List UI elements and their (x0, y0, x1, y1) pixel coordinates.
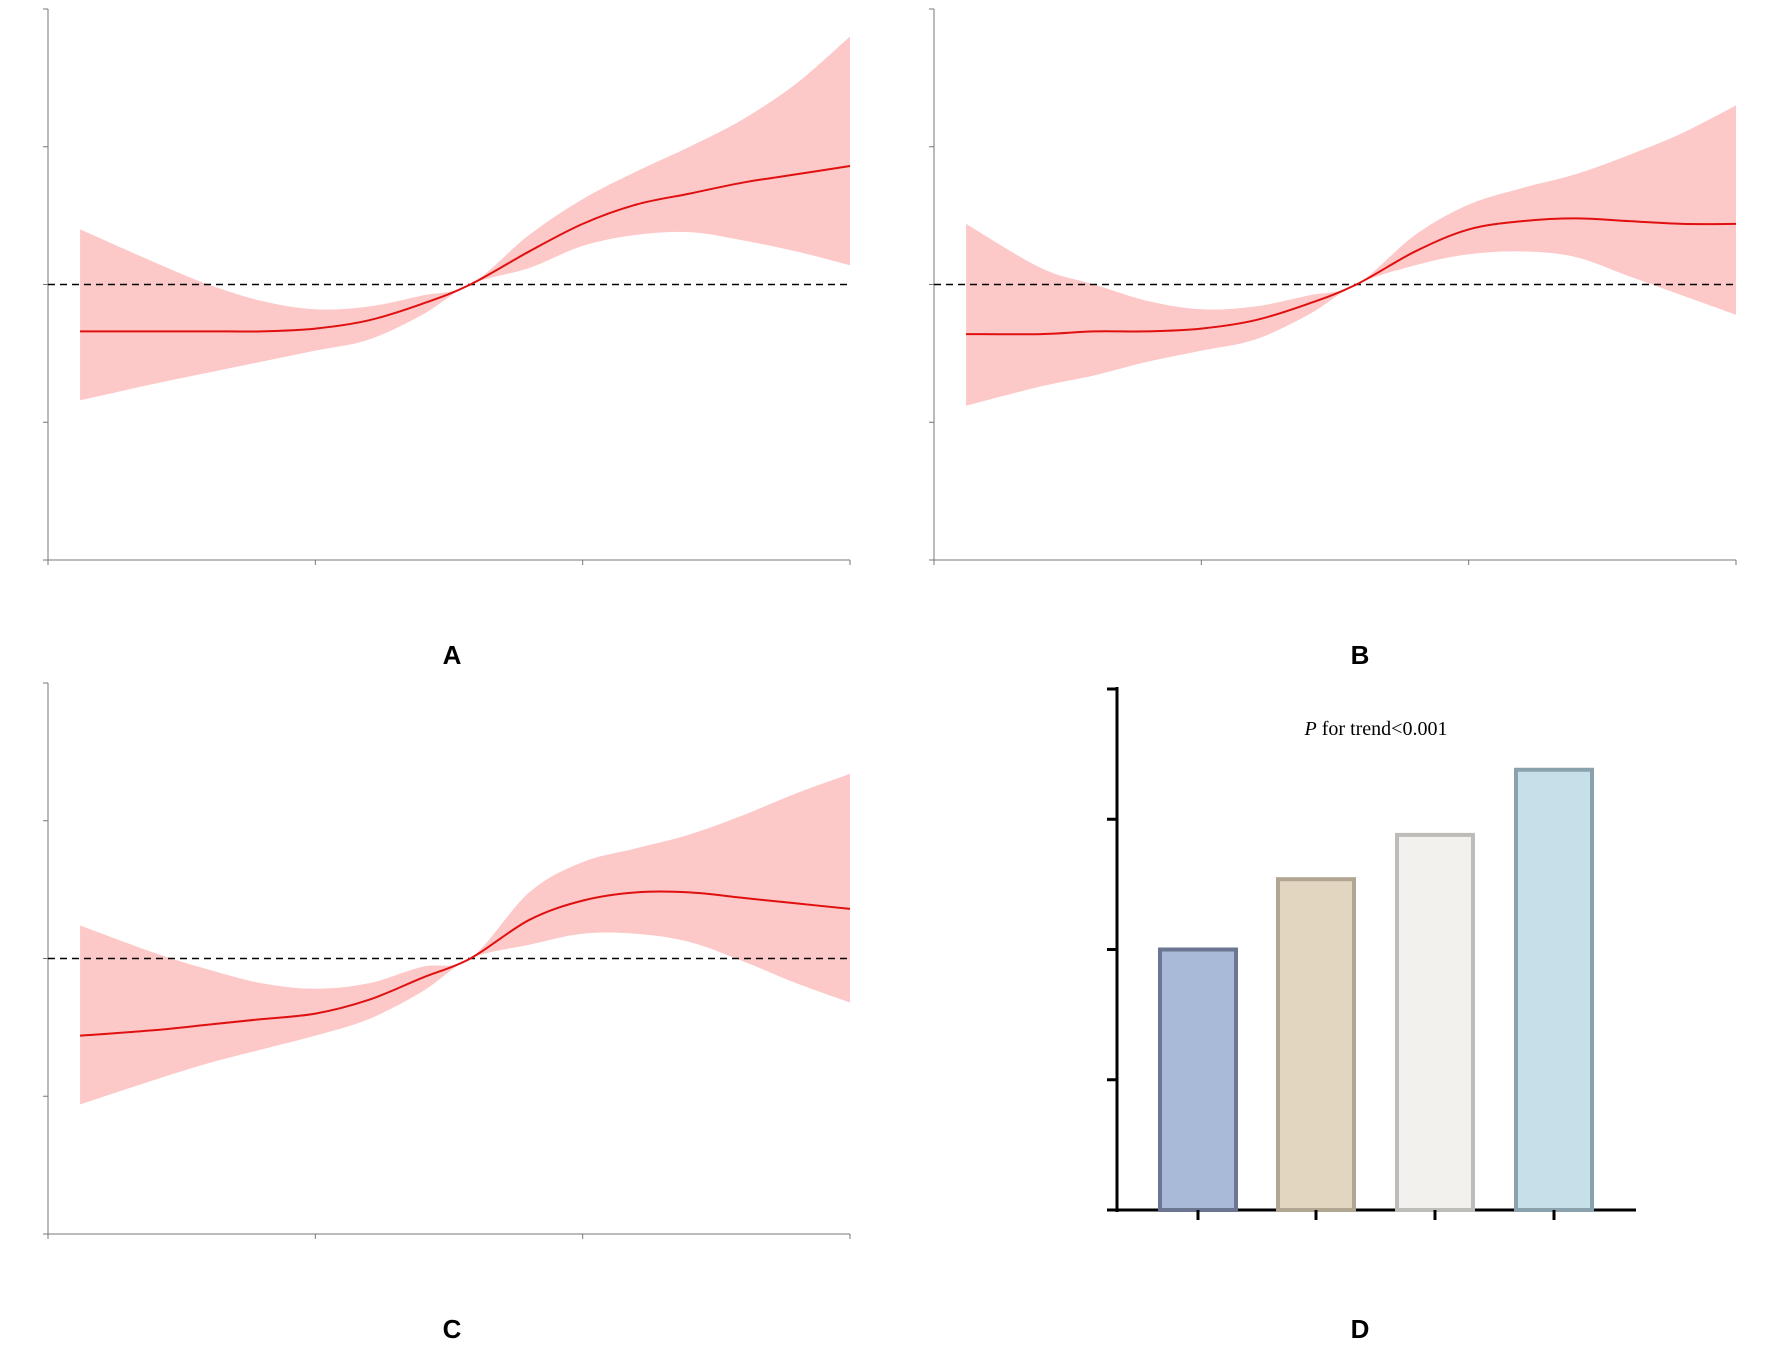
spline-chart-b: B (929, 8, 1737, 670)
panel-b: B (886, 0, 1772, 674)
bar-q1 (1158, 947, 1238, 1212)
panel-d: D P for trend<0.001 (886, 674, 1772, 1348)
spline-chart-c: C (43, 682, 851, 1344)
confidence-band (80, 36, 850, 401)
panel-c: C (0, 674, 886, 1348)
trend-annotation: P for trend<0.001 (1304, 718, 1448, 740)
confidence-band (966, 105, 1736, 406)
odds-ratio-line (966, 217, 1737, 336)
panel-label-b: B (1351, 640, 1370, 670)
confidence-band (80, 773, 850, 1105)
panel-label-c: C (443, 1314, 462, 1344)
spline-chart-a: A (43, 8, 851, 670)
panel-label-d: D (1351, 1314, 1370, 1344)
trend-p-italic: P (1304, 718, 1317, 740)
panel-a: A (0, 0, 886, 674)
bar-q3 (1395, 832, 1475, 1212)
panel-label-a: A (443, 640, 462, 670)
bar-q4 (1514, 767, 1594, 1212)
trend-text: for trend<0.001 (1317, 718, 1448, 740)
odds-ratio-line (80, 165, 851, 333)
bar-q2 (1276, 877, 1356, 1212)
bar-chart-d: D P for trend<0.001 (1107, 687, 1636, 1344)
odds-ratio-line (80, 890, 851, 1037)
